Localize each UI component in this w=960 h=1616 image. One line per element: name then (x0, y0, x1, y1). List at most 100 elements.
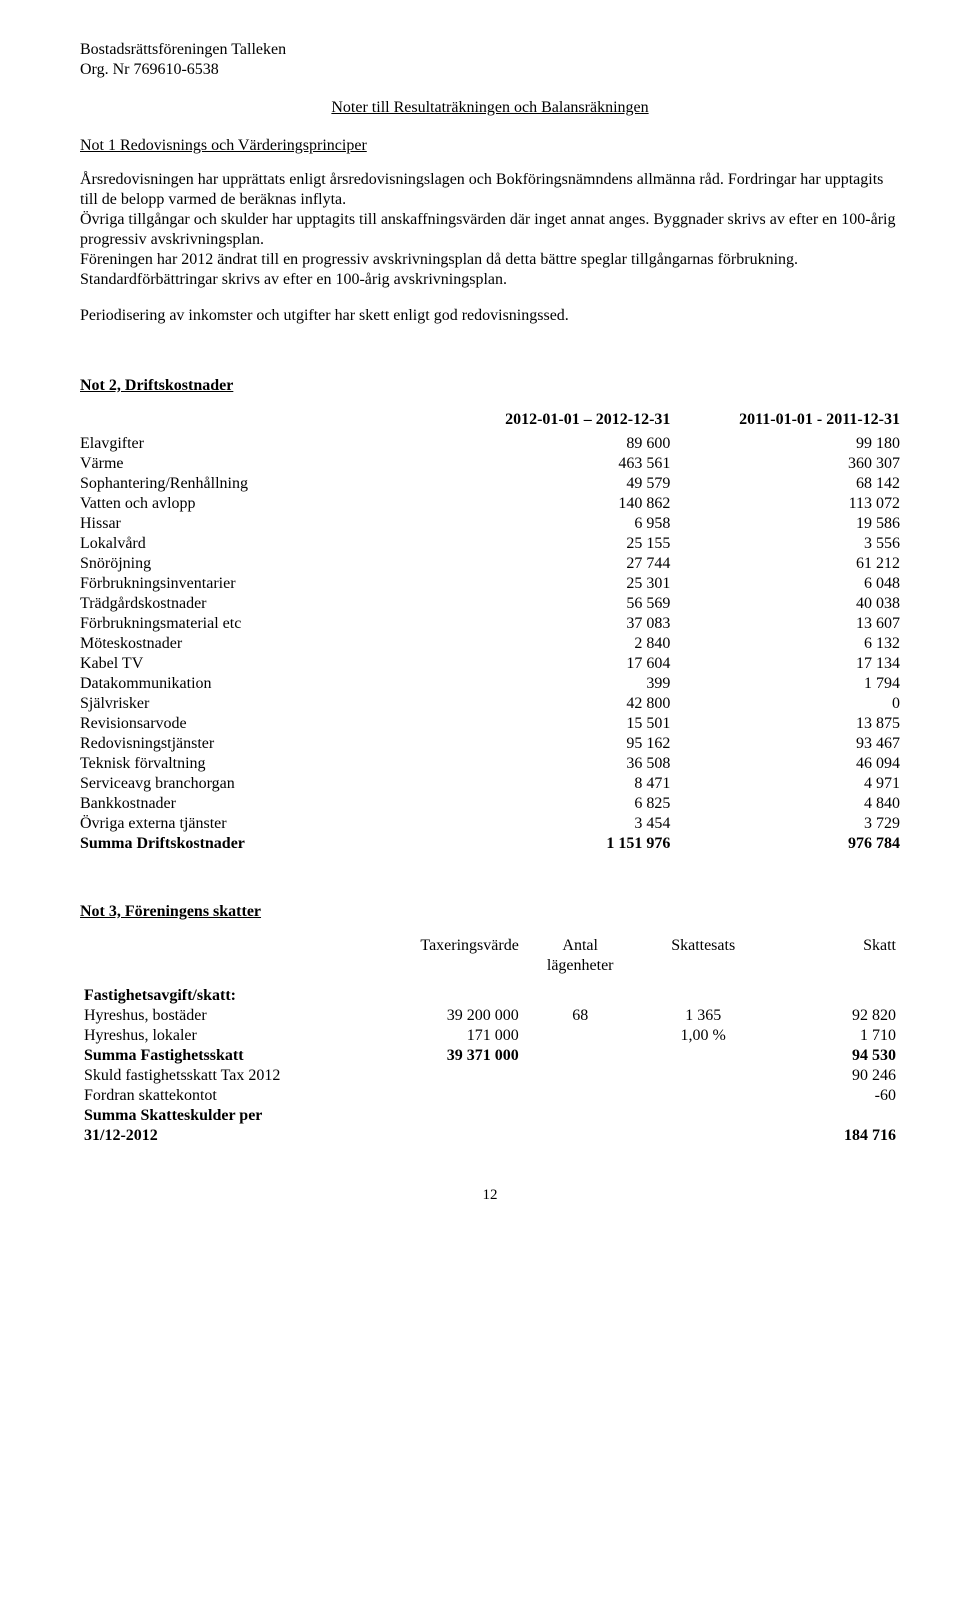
drift-label: Teknisk förvaltning (80, 754, 441, 774)
not2-title: Not 2, Driftskostnader (80, 376, 900, 396)
table-row: Vatten och avlopp140 862113 072 (80, 494, 900, 514)
table-row: Förbrukningsinventarier25 3016 048 (80, 574, 900, 594)
drift-label: Bankkostnader (80, 794, 441, 814)
drift-value-2011: 6 048 (670, 574, 900, 594)
tax-header-skatt: Skatt (769, 936, 900, 976)
main-title: Noter till Resultaträkningen och Balansr… (80, 98, 900, 118)
drift-value-2012: 95 162 (441, 734, 671, 754)
table-row: Möteskostnader2 8406 132 (80, 634, 900, 654)
drift-total-row: Summa Driftskostnader 1 151 976 976 784 (80, 834, 900, 854)
drift-label: Revisionsarvode (80, 714, 441, 734)
drift-label: Lokalvård (80, 534, 441, 554)
drift-label: Snöröjning (80, 554, 441, 574)
drift-value-2011: 93 467 (670, 734, 900, 754)
drift-label: Övriga externa tjänster (80, 814, 441, 834)
tax-row-skattesats: 1 365 (638, 1006, 769, 1026)
table-row: Hyreshus, lokaler171 0001,00 %1 710 (80, 1026, 900, 1046)
not3-title: Not 3, Föreningens skatter (80, 902, 900, 922)
drift-value-2011: 4 971 (670, 774, 900, 794)
drift-label: Möteskostnader (80, 634, 441, 654)
table-row: Självrisker42 8000 (80, 694, 900, 714)
drift-value-2012: 42 800 (441, 694, 671, 714)
drift-col2-header: 2011-01-01 - 2011-12-31 (670, 410, 900, 434)
org-name: Bostadsrättsföreningen Talleken (80, 40, 900, 60)
drift-value-2012: 8 471 (441, 774, 671, 794)
table-row: Revisionsarvode15 50113 875 (80, 714, 900, 734)
tax-row-skattesats: 1,00 % (638, 1026, 769, 1046)
drift-label: Datakommunikation (80, 674, 441, 694)
drift-value-2012: 2 840 (441, 634, 671, 654)
drift-total-v2: 976 784 (670, 834, 900, 854)
drift-value-2012: 17 604 (441, 654, 671, 674)
tax-header-antal: Antal lägenheter (523, 936, 638, 976)
drift-value-2011: 0 (670, 694, 900, 714)
tax-sum2-v5: 184 716 (769, 1106, 900, 1146)
tax-sum2-label-b: 31/12-2012 (84, 1127, 158, 1144)
tax-fordran-v5: -60 (769, 1086, 900, 1106)
tax-skuld-label: Skuld fastighetsskatt Tax 2012 (80, 1066, 375, 1086)
tax-header-taxeringsvarde: Taxeringsvärde (375, 936, 523, 976)
drift-value-2012: 36 508 (441, 754, 671, 774)
table-row: Värme463 561360 307 (80, 454, 900, 474)
drift-total-v1: 1 151 976 (441, 834, 671, 854)
tax-section-label-row: Fastighetsavgift/skatt: (80, 986, 900, 1006)
not1-p2: Övriga tillgångar och skulder har upptag… (80, 211, 895, 248)
table-row: Trädgårdskostnader56 56940 038 (80, 594, 900, 614)
drift-value-2011: 68 142 (670, 474, 900, 494)
drift-value-2011: 4 840 (670, 794, 900, 814)
drift-value-2012: 399 (441, 674, 671, 694)
drift-value-2011: 113 072 (670, 494, 900, 514)
tax-skuld-v5: 90 246 (769, 1066, 900, 1086)
tax-row-antal (523, 1026, 638, 1046)
not1-title: Not 1 Redovisnings och Värderingsprincip… (80, 136, 900, 156)
table-row: Lokalvård25 1553 556 (80, 534, 900, 554)
tax-row-skatt: 1 710 (769, 1026, 900, 1046)
not1-p5: Periodisering av inkomster och utgifter … (80, 306, 900, 326)
drift-value-2012: 6 825 (441, 794, 671, 814)
drift-label: Redovisningstjänster (80, 734, 441, 754)
drift-value-2012: 6 958 (441, 514, 671, 534)
drift-value-2012: 37 083 (441, 614, 671, 634)
tax-row-taxeringsvarde: 39 200 000 (375, 1006, 523, 1026)
drift-label: Hissar (80, 514, 441, 534)
drift-value-2012: 49 579 (441, 474, 671, 494)
tax-skuld-row: Skuld fastighetsskatt Tax 2012 90 246 (80, 1066, 900, 1086)
drift-value-2012: 25 155 (441, 534, 671, 554)
not1-paragraph: Årsredovisningen har upprättats enligt å… (80, 170, 900, 290)
drift-label: Trädgårdskostnader (80, 594, 441, 614)
drift-table: 2012-01-01 – 2012-12-31 2011-01-01 - 201… (80, 410, 900, 854)
drift-value-2012: 15 501 (441, 714, 671, 734)
drift-value-2011: 6 132 (670, 634, 900, 654)
drift-label: Värme (80, 454, 441, 474)
drift-value-2012: 140 862 (441, 494, 671, 514)
table-row: Förbrukningsmaterial etc37 08313 607 (80, 614, 900, 634)
tax-sum1-label: Summa Fastighetsskatt (80, 1046, 375, 1066)
drift-value-2012: 56 569 (441, 594, 671, 614)
drift-value-2011: 3 729 (670, 814, 900, 834)
table-row: Snöröjning27 74461 212 (80, 554, 900, 574)
not1-p4: Standardförbättringar skrivs av efter en… (80, 271, 507, 288)
drift-label: Elavgifter (80, 434, 441, 454)
drift-header-row: 2012-01-01 – 2012-12-31 2011-01-01 - 201… (80, 410, 900, 434)
table-row: Redovisningstjänster95 16293 467 (80, 734, 900, 754)
table-row: Hissar6 95819 586 (80, 514, 900, 534)
table-row: Datakommunikation3991 794 (80, 674, 900, 694)
tax-row-label: Hyreshus, bostäder (80, 1006, 375, 1026)
table-row: Övriga externa tjänster3 4543 729 (80, 814, 900, 834)
tax-header-row: Taxeringsvärde Antal lägenheter Skattesa… (80, 936, 900, 976)
not1-p1: Årsredovisningen har upprättats enligt å… (80, 171, 883, 208)
drift-label: Självrisker (80, 694, 441, 714)
tax-row-label: Hyreshus, lokaler (80, 1026, 375, 1046)
table-row: Bankkostnader6 8254 840 (80, 794, 900, 814)
drift-value-2011: 17 134 (670, 654, 900, 674)
tax-row-skatt: 92 820 (769, 1006, 900, 1026)
drift-col1-header: 2012-01-01 – 2012-12-31 (441, 410, 671, 434)
drift-value-2011: 360 307 (670, 454, 900, 474)
drift-value-2011: 1 794 (670, 674, 900, 694)
drift-value-2012: 89 600 (441, 434, 671, 454)
drift-label: Sophantering/Renhållning (80, 474, 441, 494)
tax-fordran-label: Fordran skattekontot (80, 1086, 375, 1106)
drift-value-2011: 61 212 (670, 554, 900, 574)
tax-sum-skatteskulder-row: Summa Skatteskulder per 31/12-2012 184 7… (80, 1106, 900, 1146)
drift-value-2011: 99 180 (670, 434, 900, 454)
